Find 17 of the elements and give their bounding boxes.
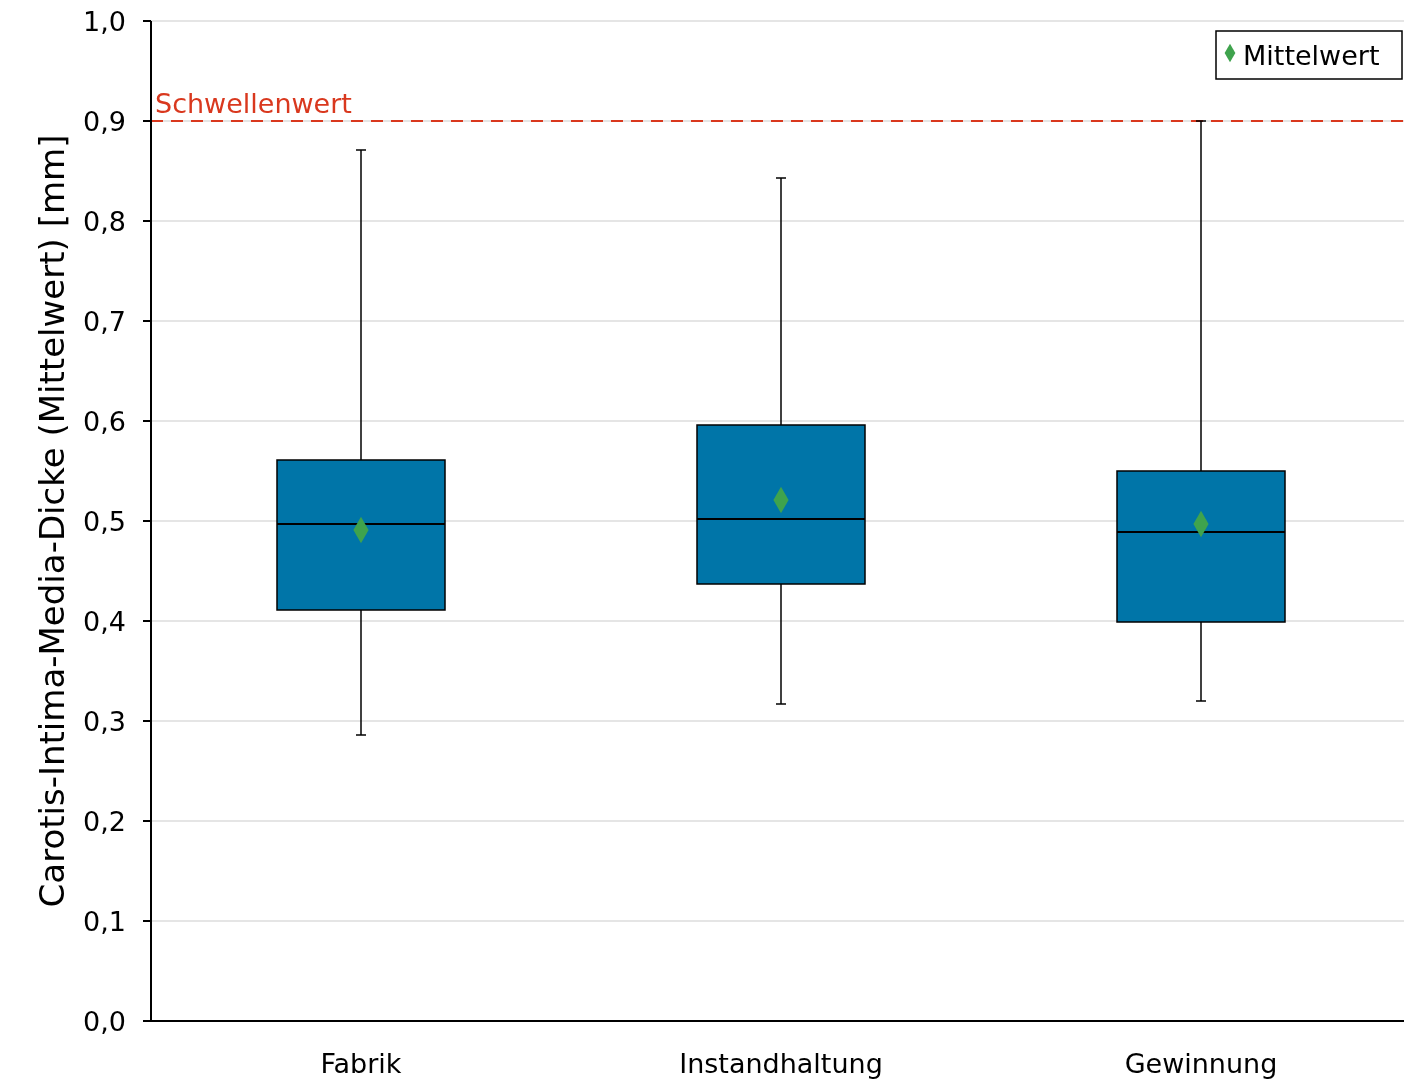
ref-line-label: Schwellenwert (155, 88, 352, 119)
y-tick-label: 0,8 (83, 205, 126, 237)
y-tick-label: 0,7 (83, 305, 126, 337)
legend-label: Mittelwert (1243, 39, 1380, 71)
y-tick-label: 0,2 (83, 805, 126, 837)
y-tick-label: 0,4 (83, 605, 126, 637)
y-tick-label: 0,6 (83, 405, 126, 437)
y-tick-label: 0,1 (83, 905, 126, 937)
x-tick-label: Gewinnung (1124, 1047, 1278, 1079)
y-tick-label: 0,3 (83, 705, 126, 737)
x-tick-label: Instandhaltung (679, 1047, 883, 1079)
y-tick-label: 0,9 (83, 105, 126, 137)
y-tick-label: 0,5 (83, 505, 126, 537)
y-axis-title: Carotis-Intima-Media-Dicke (Mittelwert) [mm] (32, 134, 72, 908)
x-tick-label: Fabrik (320, 1047, 402, 1079)
y-tick-label: 0,0 (83, 1005, 126, 1037)
y-tick-label: 1,0 (83, 5, 126, 37)
